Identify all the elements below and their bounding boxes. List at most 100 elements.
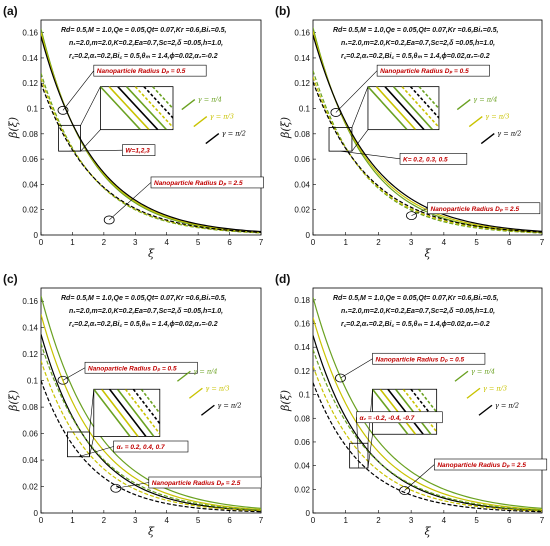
x-tick-label: 2 (376, 516, 381, 525)
y-tick-label: 0.1 (299, 391, 311, 400)
annotation-parameter-text: α₁ = 0.2, 0.4, 0.7 (117, 444, 165, 451)
parameter-line: Rd= 0.5,M = 1.0,Qe = 0.05,Qt= 0.07,Kr =0… (61, 295, 227, 302)
legend: γ = π/4 γ = π/3 γ = π/2 (456, 96, 521, 145)
legend-label: γ = π/2 (495, 401, 519, 409)
zoom-line (117, 86, 159, 130)
y-tick-label: 0.18 (294, 296, 310, 305)
x-tick-label: 6 (227, 238, 232, 247)
x-axis-label: ξ (424, 247, 431, 260)
legend-swatch (188, 387, 203, 399)
highlight-ellipse (103, 215, 115, 225)
y-axis-label: β(ξ) (279, 390, 292, 412)
y-tick-label: 0.12 (294, 367, 310, 376)
parameter-line: r꜀=0.2,α₁=0.2,Bi꜀ = 0.5,θₘ = 1.4,ϕ=0.02,… (341, 53, 490, 60)
annotation-large-radius: Nanoparticle Radius Dₚ = 2.5 (115, 476, 262, 489)
annotation-small-radius: Nanoparticle Radius Dₚ = 0.5 (62, 64, 207, 111)
legend-label: γ = π/2 (222, 130, 246, 138)
y-tick-label: 0.08 (22, 130, 38, 139)
plot-frame (40, 19, 262, 236)
y-tick-label: 0 (34, 231, 39, 240)
y-tick-label: 0.02 (294, 206, 310, 215)
legend-swatch (193, 115, 208, 128)
legend: γ = π/4 γ = π/3 γ = π/2 (454, 367, 519, 416)
y-tick-label: 0.16 (22, 297, 38, 306)
x-tick-label: 7 (540, 238, 545, 247)
annotation-large-radius-text: Nanoparticle Radius Dₚ = 2.5 (154, 180, 243, 187)
highlight-ellipse (57, 375, 69, 385)
y-tick-label: 0.02 (22, 206, 38, 215)
parameter-line: Rd= 0.5,M = 1.0,Qe = 0.05,Qt= 0.07,Kr =0… (61, 27, 227, 34)
zoom-connector (80, 129, 101, 152)
annotation-parameter: α₂ = -0.2, -0.4, -0.7 (356, 411, 443, 469)
x-tick-label: 1 (343, 516, 348, 525)
series-line-dashed-2 (313, 76, 542, 234)
x-tick-label: 5 (474, 516, 479, 525)
legend-swatch (181, 98, 196, 111)
series-line-dashed-2 (41, 360, 261, 512)
curves (313, 297, 542, 513)
zoom-connector (351, 129, 369, 152)
zoom-line (375, 86, 417, 130)
annotation-large-radius-pointer (411, 207, 428, 216)
annotation-large-radius: Nanoparticle Radius Dₚ = 2.5 (404, 458, 548, 491)
y-axis-label: β(ξ) (279, 117, 292, 139)
x-axis-label: ξ (424, 525, 431, 538)
legend-label: γ = π/3 (485, 113, 509, 121)
y-tick-label: 0.16 (294, 320, 310, 329)
legend-label: γ = π/4 (471, 367, 495, 375)
highlight-ellipse (57, 105, 69, 115)
y-tick-label: 0.1 (299, 105, 311, 114)
legend-swatch (480, 132, 495, 145)
zoom-line (384, 86, 425, 130)
legend-swatch (466, 387, 481, 399)
y-tick-label: 0.04 (294, 180, 310, 189)
highlight-ellipse (330, 108, 342, 117)
zoom-inset (93, 388, 161, 437)
annotation-large-radius-text: Nanoparticle Radius Dₚ = 2.5 (152, 480, 241, 487)
zoom-connector (351, 86, 369, 128)
y-tick-label: 0 (34, 509, 39, 518)
x-tick-label: 1 (343, 238, 348, 247)
parameter-line: n₁=2.0,m=2.0,K=0.2,Ea=0.7,Sc=2,δ =0.05,h… (341, 308, 495, 315)
parameter-line: n₁=2.0,m=2.0,K=0.2,Ea=0.7,Sc=2,δ =0.05,h… (341, 40, 495, 47)
zoom-connector (367, 434, 373, 469)
highlight-ellipse (110, 483, 122, 493)
legend-label: γ = π/4 (193, 367, 217, 375)
annotation-large-radius: Nanoparticle Radius Dₚ = 2.5 (411, 202, 541, 216)
annotation-parameter-pointer (69, 149, 123, 152)
x-tick-label: 0 (311, 238, 316, 247)
annotation-parameter: K= 0.2, 0.3, 0.5 (340, 150, 468, 165)
x-tick-label: 0 (39, 238, 44, 247)
legend-label: γ = π/3 (210, 113, 234, 121)
y-tick-label: 0.02 (22, 483, 38, 492)
zoom-line (93, 389, 131, 437)
zoom-lines (100, 86, 173, 130)
parameter-line: Rd= 0.5,M = 1.0,Qe = 0.05,Qt= 0.07,Kr =0… (333, 295, 499, 302)
zoom-connector (80, 86, 101, 126)
legend-label: γ = π/4 (473, 96, 497, 104)
annotation-small-radius-text: Nanoparticle Radius Dₚ = 0.5 (88, 365, 177, 372)
x-tick-label: 1 (70, 238, 75, 247)
annotation-small-radius-pointer (335, 70, 378, 113)
legend: γ = π/4 γ = π/3 γ = π/2 (176, 367, 241, 416)
y-tick-label: 0.16 (294, 29, 310, 38)
x-tick-label: 1 (70, 516, 75, 525)
x-tick-label: 4 (164, 516, 169, 525)
highlight-ellipse (335, 373, 346, 383)
x-tick-label: 4 (442, 516, 447, 525)
parameter-line: n₁=2.0,m=2.0,K=0.2,Ea=0.7,Sc=2,δ =0.05,h… (69, 308, 223, 315)
x-tick-label: 0 (311, 516, 316, 525)
annotation-parameter-pointer (78, 446, 114, 458)
y-tick-label: 0.14 (294, 343, 310, 352)
series-line-solid-3 (313, 335, 542, 512)
zoom-line (402, 389, 437, 434)
series-line-solid-1 (313, 297, 542, 510)
legend-swatch (205, 132, 220, 145)
zoom-lines (367, 86, 439, 130)
legend-swatch (468, 115, 483, 128)
parameter-line: r꜀=0.2,α₁=0.2,Bi꜀ = 0.5,θₘ = 1.4,ϕ=0.02,… (341, 321, 490, 328)
panel-label: (b) (275, 4, 290, 18)
legend-label: γ = π/2 (497, 130, 521, 138)
annotation-parameter-pointer (356, 417, 360, 469)
y-tick-label: 0.02 (294, 485, 310, 494)
